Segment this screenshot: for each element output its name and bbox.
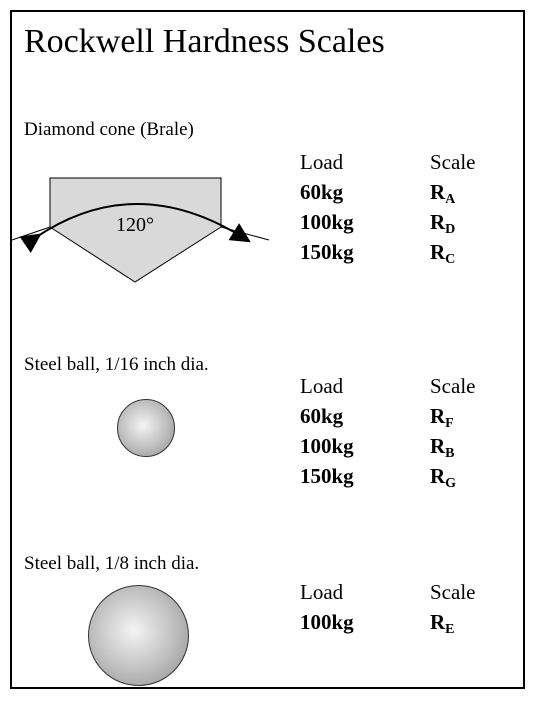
load-value: 150kg (300, 240, 354, 264)
column-header-scale: Scale (430, 580, 476, 604)
page-title: Rockwell Hardness Scales (24, 23, 385, 60)
load-value: 60kg (300, 180, 344, 204)
scale-value: RF (430, 404, 454, 431)
scale-value: RE (430, 610, 455, 637)
load-value: 100kg (300, 210, 354, 234)
angle-label: 120° (116, 214, 154, 236)
section-heading-steel-ball-1-8: Steel ball, 1/8 inch dia. (24, 553, 200, 574)
table-row: 100kg RD (300, 210, 475, 240)
scale-value: RA (430, 180, 456, 207)
table-row: 100kg RE (300, 610, 475, 640)
scale-value: RB (430, 434, 455, 461)
load-value: 150kg (300, 464, 354, 488)
scale-value: RD (430, 210, 456, 237)
steel-ball-small (117, 399, 175, 457)
load-value: 100kg (300, 610, 354, 634)
column-header-scale: Scale (430, 150, 476, 174)
column-header-load: Load (300, 150, 344, 174)
table-row: 60kg RA (300, 180, 475, 210)
cone-face-line-left (11, 226, 51, 241)
table-row: 100kg RB (300, 434, 475, 464)
load-value: 60kg (300, 404, 344, 428)
load-value: 100kg (300, 434, 354, 458)
column-header-load: Load (300, 374, 344, 398)
column-header-load: Load (300, 580, 344, 604)
table-row: 150kg RC (300, 240, 475, 270)
section-heading-steel-ball-1-16: Steel ball, 1/16 inch dia. (24, 354, 209, 375)
diagram-frame (10, 10, 525, 689)
table-row: 150kg RG (300, 464, 475, 494)
section-heading-diamond: Diamond cone (Brale) (24, 119, 194, 140)
steel-ball-large (88, 585, 189, 686)
table-steel-ball-1-16: Load Scale 60kg RF 100kg RB 150kg RG (300, 374, 475, 494)
scale-value: RC (430, 240, 456, 267)
column-header-scale: Scale (430, 374, 476, 398)
table-row: 60kg RF (300, 404, 475, 434)
table-steel-ball-1-8: Load Scale 100kg RE (300, 580, 475, 640)
angle-arc-arrow (19, 203, 251, 254)
table-diamond: Load Scale 60kg RA 100kg RD 150kg RC (300, 150, 475, 270)
diamond-cone-illustration: 120° (11, 177, 270, 283)
scale-value: RG (430, 464, 457, 491)
